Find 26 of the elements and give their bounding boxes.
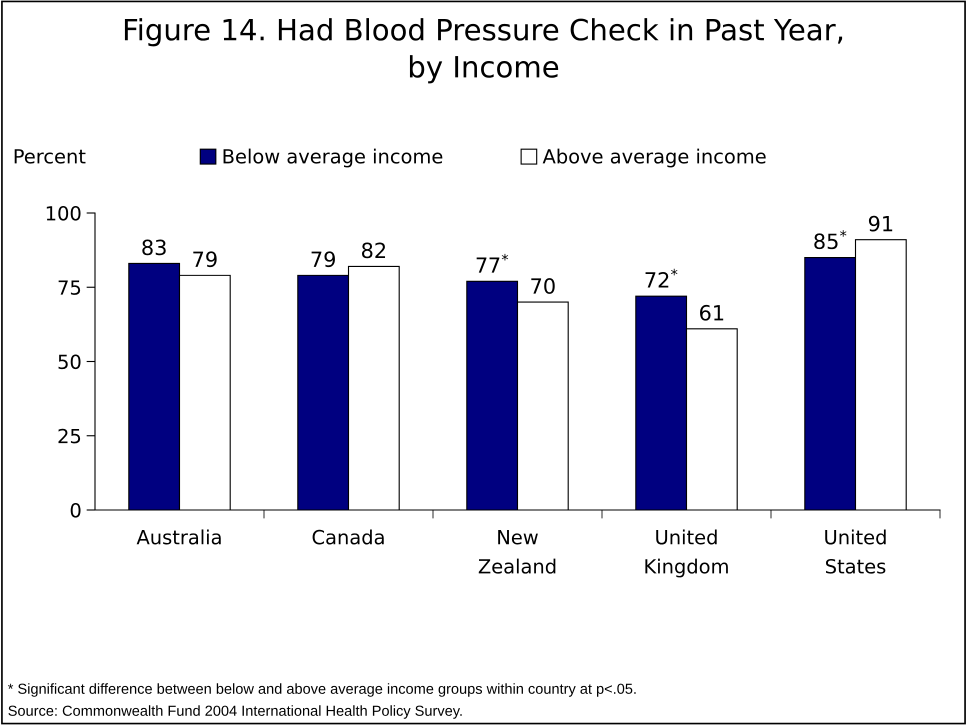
y-tick-label: 50 bbox=[58, 354, 81, 370]
data-label: 85$^{*}$ bbox=[814, 230, 846, 250]
data-label: 91 bbox=[868, 216, 892, 232]
x-tick-label: Australia bbox=[136, 529, 221, 544]
chart-title: Figure 14. Had Blood Pressure Check in Past Year, by Income bbox=[124, 18, 842, 84]
data-label: 79 bbox=[312, 251, 335, 268]
data-label: 82 bbox=[362, 242, 386, 258]
source-note: Source: Commonwealth Fund 2004 International Health Policy Survey. bbox=[8, 705, 462, 719]
x-tick-label: New Zealand bbox=[478, 530, 556, 574]
x-tick-label: Canada bbox=[312, 529, 384, 544]
data-label: 70 bbox=[531, 278, 555, 294]
data-label: 72$^{*}$ bbox=[646, 268, 678, 288]
y-tick-label: 25 bbox=[58, 428, 80, 444]
y-tick-label: 100 bbox=[46, 206, 81, 221]
text: * Significant difference between below and above average income groups within country at p<.05. bbox=[8, 683, 636, 697]
data-label: 79 bbox=[193, 251, 217, 268]
data-label: 77$^{*}$ bbox=[476, 254, 508, 273]
x-tick-label: United Kingdom bbox=[645, 529, 728, 578]
legend-label: Below average income bbox=[224, 148, 442, 168]
data-label: 61 bbox=[700, 304, 724, 321]
y-axis-title: Percent bbox=[14, 149, 86, 164]
legend-label: Above average income bbox=[542, 148, 766, 168]
data-label: 83 bbox=[142, 240, 166, 256]
y-tick-label: 75 bbox=[58, 280, 80, 295]
y-tick-label: 0 bbox=[70, 502, 81, 518]
x-tick-label: United States bbox=[825, 529, 886, 574]
